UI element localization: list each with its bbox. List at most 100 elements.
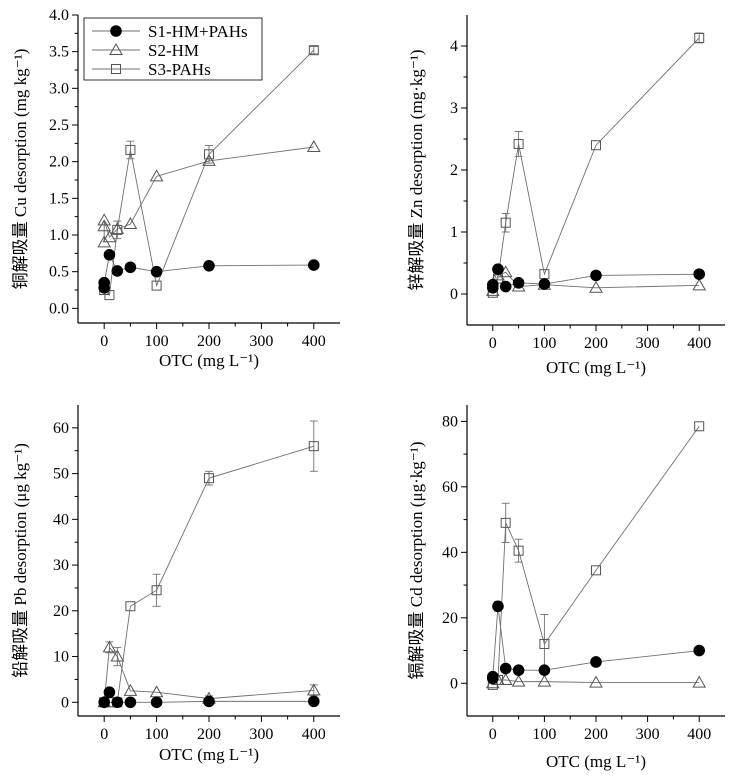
x-axis-title: OTC (mg L⁻¹)	[546, 358, 646, 377]
data-point	[492, 263, 504, 276]
y-tick-label: 2.5	[49, 117, 69, 134]
chart-panel-2: 0 100 200 300 400 0 1 2 3 4 OTC (mg L⁻¹) 锌解吸量 Zn de…	[407, 15, 725, 377]
data-point	[103, 249, 116, 261]
series-line	[492, 606, 700, 679]
data-point	[110, 649, 125, 662]
y-tick-label: 0	[450, 675, 458, 692]
x-tick-label: 400	[687, 335, 711, 352]
data-point	[111, 696, 124, 709]
x-tick-label: 400	[687, 726, 711, 743]
x-tick-label: 100	[145, 726, 169, 743]
y-axis-title: 铜解吸量 Cu desorption (mg kg⁻¹)	[11, 49, 30, 290]
data-point	[589, 280, 603, 293]
data-point	[512, 664, 525, 676]
data-point	[498, 672, 513, 685]
y-tick-label: 4	[450, 38, 458, 55]
y-tick-label: 0	[450, 286, 458, 303]
y-tick-label: 1.0	[49, 227, 69, 244]
series-line	[103, 49, 315, 297]
y-tick-label: 1.5	[49, 190, 69, 207]
y-tick-label: 50	[53, 466, 69, 483]
y-tick-label: 60	[442, 479, 458, 496]
series-1	[98, 249, 320, 294]
series-1	[487, 263, 706, 294]
series-3	[487, 421, 705, 690]
data-point	[123, 683, 138, 696]
series-1	[98, 686, 320, 709]
data-point	[102, 640, 117, 653]
data-point	[591, 565, 601, 576]
data-point	[308, 441, 319, 452]
y-axis-title: 铅解吸量 Pb desorption (μg kg⁻¹)	[11, 443, 30, 678]
data-point	[500, 517, 511, 528]
data-point	[203, 695, 215, 708]
data-point	[694, 421, 705, 432]
y-tick-label: 3.0	[49, 80, 69, 97]
data-point	[125, 144, 136, 155]
data-point	[499, 280, 512, 293]
data-point	[512, 277, 525, 289]
data-point	[149, 685, 164, 698]
data-point	[103, 686, 116, 699]
data-point	[499, 662, 512, 675]
x-tick-label: 200	[197, 333, 221, 350]
data-point	[111, 265, 124, 277]
data-point	[692, 278, 707, 291]
series-3	[99, 420, 319, 708]
x-tick-label: 0	[100, 726, 108, 743]
data-point	[538, 664, 551, 676]
y-tick-label: 3	[450, 100, 458, 117]
data-point	[202, 153, 216, 166]
data-point	[539, 638, 550, 649]
data-point	[590, 269, 602, 282]
data-point	[150, 696, 163, 709]
data-point	[125, 601, 136, 612]
data-point	[693, 644, 706, 657]
series-line	[492, 37, 700, 293]
data-point	[308, 259, 320, 271]
data-point	[149, 169, 164, 182]
data-point	[589, 675, 603, 688]
data-point	[204, 473, 214, 484]
data-point	[306, 683, 321, 696]
y-axis-title: 锌解吸量 Zn desorption (mg·kg⁻¹)	[407, 49, 426, 290]
data-point	[98, 696, 110, 709]
x-tick-label: 0	[489, 335, 497, 352]
series-1	[487, 600, 706, 685]
y-tick-label: 3.5	[49, 44, 69, 61]
y-tick-label: 30	[53, 557, 69, 574]
data-point	[112, 224, 123, 235]
data-point	[306, 139, 321, 152]
x-axis-title: OTC (mg L⁻¹)	[159, 745, 259, 764]
x-tick-label: 0	[489, 726, 497, 743]
chart-panel-1: 0 100 200 300 400 0.0 0.5 1.0 1.5 2.0 2.5 3.0 3.5 4.0…	[11, 7, 340, 370]
y-tick-label: 40	[442, 544, 458, 561]
data-point	[511, 674, 526, 687]
data-point	[591, 140, 601, 151]
x-tick-label: 0	[100, 333, 108, 350]
y-tick-label: 0	[61, 694, 69, 711]
y-tick-label: 2.0	[49, 154, 69, 171]
data-point	[590, 656, 602, 668]
data-point	[110, 222, 125, 235]
data-point	[492, 600, 504, 613]
data-point	[308, 45, 319, 56]
x-axis-title: OTC (mg L⁻¹)	[159, 351, 259, 370]
y-tick-label: 1	[450, 224, 458, 241]
data-point	[487, 278, 499, 291]
series-3	[487, 32, 705, 298]
series-2	[97, 139, 321, 248]
data-point	[98, 276, 110, 289]
x-tick-label: 300	[249, 333, 273, 350]
x-axis-title: OTC (mg L⁻¹)	[546, 752, 646, 771]
y-axis-title: 镉解吸量 Cd desorption (μg·kg⁻¹)	[407, 441, 426, 679]
y-tick-label: 60	[53, 420, 69, 437]
data-point	[109, 42, 123, 55]
data-point	[538, 278, 551, 290]
series-line	[492, 426, 700, 686]
x-tick-label: 400	[302, 726, 326, 743]
y-tick-label: 2	[450, 162, 458, 179]
data-point	[513, 545, 524, 556]
legend-label: S2-HM	[148, 41, 199, 60]
